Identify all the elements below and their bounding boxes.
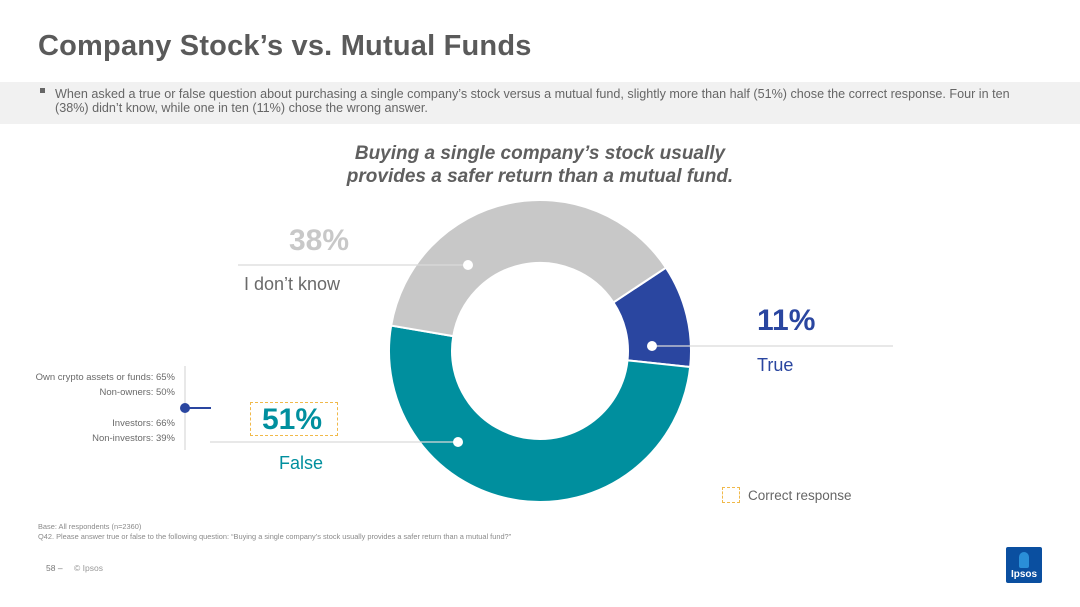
- pct-label-true: 11%: [757, 304, 816, 337]
- page-number: 58 –: [46, 563, 63, 573]
- leader-dot-unknown: [463, 260, 473, 270]
- footnote-base: Base: All respondents (n=2360): [38, 522, 142, 531]
- chart-title-line2: provides a safer return than a mutual fu…: [346, 166, 734, 187]
- summary-band: When asked a true or false question abou…: [0, 82, 1080, 124]
- side-stat-non-owners: Non-owners: 50%: [99, 387, 175, 398]
- category-label-false: False: [279, 453, 324, 473]
- chart-title: Buying a single company’s stock usually …: [0, 142, 1080, 188]
- pct-label-unknown: 38%: [289, 224, 350, 257]
- leader-lines: [210, 260, 893, 447]
- leader-dot-true: [647, 341, 657, 351]
- summary-text: When asked a true or false question abou…: [55, 87, 1010, 115]
- page-title: Company Stock’s vs. Mutual Funds: [38, 30, 532, 62]
- summary-bullet-icon: [40, 88, 45, 93]
- ipsos-logo: Ipsos: [1006, 547, 1042, 583]
- leader-dot-false: [453, 437, 463, 447]
- ipsos-logo-text: Ipsos: [1010, 569, 1038, 580]
- correct-response-highlight: [250, 402, 338, 436]
- copyright: © Ipsos: [74, 563, 103, 573]
- chart-title-line1: Buying a single company’s stock usually: [354, 143, 726, 164]
- donut-slice-unknown: [390, 199, 668, 338]
- donut-slices: [388, 199, 692, 504]
- donut-slice-false: [388, 324, 692, 504]
- side-stat-crypto-owners: Own crypto assets or funds: 65%: [35, 372, 175, 383]
- category-label-unknown: I don’t know: [244, 274, 341, 294]
- side-stat-non-investors: Non-investors: 39%: [92, 433, 175, 444]
- side-stat-investors: Investors: 66%: [112, 418, 175, 429]
- category-label-true: True: [757, 355, 794, 375]
- legend-label-correct: Correct response: [748, 488, 852, 503]
- footnote-question: Q42. Please answer true or false to the …: [38, 532, 512, 541]
- ipsos-logo-icon: [1019, 552, 1029, 568]
- side-connector: [180, 366, 211, 450]
- legend-swatch-correct: [722, 487, 740, 503]
- side-connector-dot: [180, 403, 190, 413]
- pct-label-false: 51%: [262, 403, 323, 436]
